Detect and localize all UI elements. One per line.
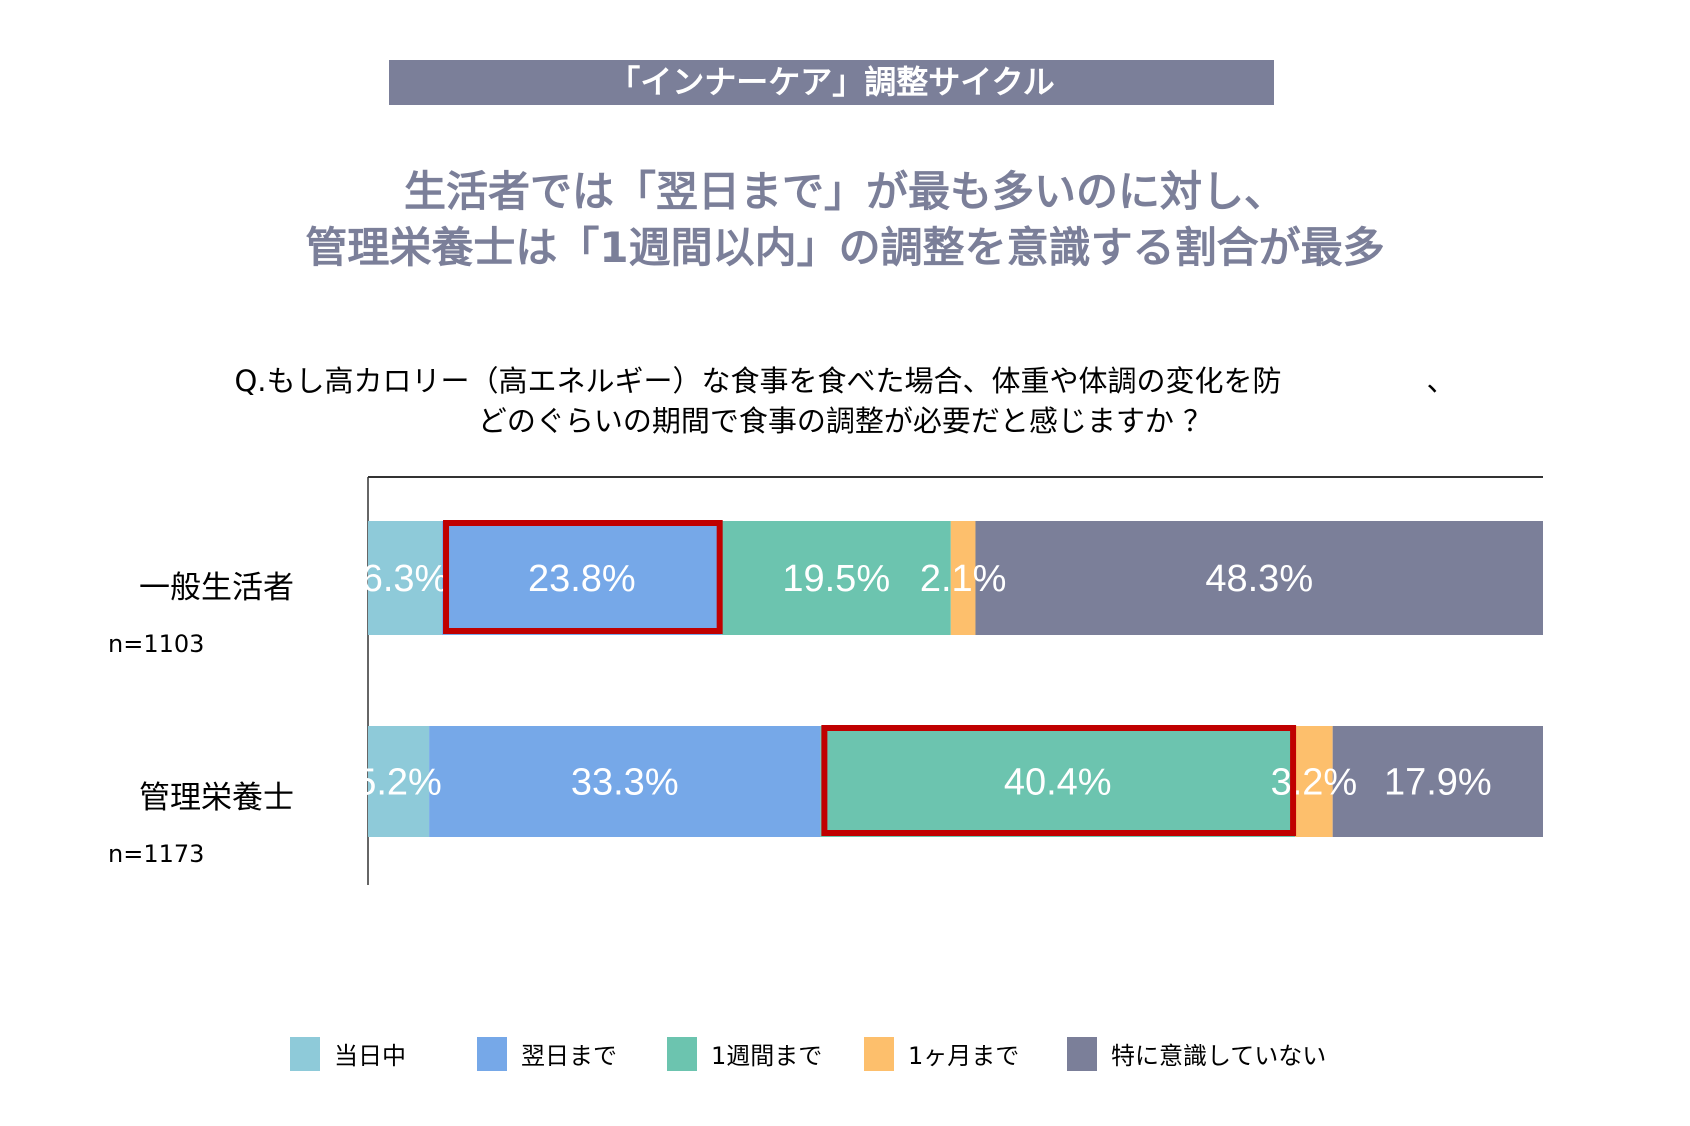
section-banner: 「インナーケア」調整サイクル [389,60,1274,105]
data-label: 33.3% [571,762,679,804]
data-label: 19.5% [782,558,890,600]
legend-swatch [864,1036,894,1071]
bar-segment [368,521,443,635]
highlight-box [821,725,1297,836]
data-label: 40.4% [1004,762,1112,804]
legend-swatch [667,1036,697,1071]
data-label: 48.3% [1205,558,1313,600]
row-n-dietitian: n=1173 [108,840,205,868]
legend-item: 当日中 [290,1036,406,1071]
legend-label: 翌日まで [521,1042,617,1070]
data-label: 2.1% [920,558,1007,600]
legend-label: 1週間まで [711,1042,823,1070]
highlight-box [443,520,723,634]
headline-line-2: 管理栄養士は「1週間以内」の調整を意識する割合が最多 [305,223,1385,272]
row-n-general: n=1103 [108,630,205,658]
bar-segment [950,521,976,635]
question-line-2: どのぐらいの期間で食事の調整が必要だと感じますか ？ [477,404,1213,438]
legend-swatch [290,1036,320,1071]
bar-segment [1295,726,1333,837]
bar-segment [442,521,722,635]
row-label-general: 一般生活者 [139,570,294,606]
bar-segment [975,521,1543,635]
data-label: 5.2% [355,762,442,804]
row-label-dietitian: 管理栄養士 [139,780,294,816]
data-label: 6.3% [362,558,449,600]
bar-segment [368,726,430,837]
data-label: 17.9% [1384,762,1492,804]
data-label: 3.2% [1271,762,1358,804]
legend-item: 特に意識していない [1067,1036,1326,1071]
legend-label: 1ヶ月まで [908,1042,1020,1070]
bar-segment [429,726,821,837]
legend-swatch [477,1036,507,1071]
bar-segment [1332,726,1543,837]
legend-label: 当日中 [334,1042,406,1070]
legend-label: 特に意識していない [1111,1042,1327,1070]
bar-segment [820,726,1296,837]
legend-swatch [1067,1036,1097,1071]
headline-line-1: 生活者では「翌日まで」が最も多いのに対し、 [403,167,1286,216]
legend-item: 1ヶ月まで [864,1036,1019,1071]
legend-item: 1週間まで [667,1036,822,1071]
data-label: 23.8% [528,558,636,600]
question-line-1: Q.もし高カロリー（高エネルギー）な食事を食べた場合、体重や体調の変化を防 、 [234,364,1456,398]
bar-segment [721,521,951,635]
legend-item: 翌日まで [477,1036,617,1071]
